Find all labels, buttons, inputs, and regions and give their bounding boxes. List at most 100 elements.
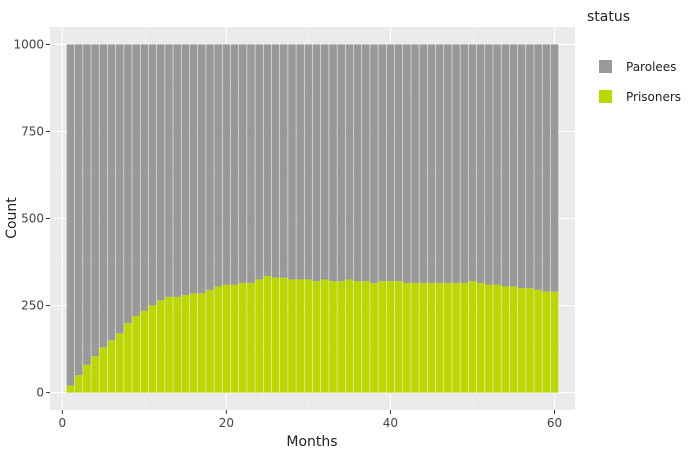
bar-prisoners bbox=[509, 286, 518, 393]
bar-parolees bbox=[247, 44, 255, 283]
bar-prisoners bbox=[419, 282, 428, 393]
bar-parolees bbox=[386, 44, 395, 282]
bar-prisoners bbox=[304, 279, 313, 393]
bar-prisoners bbox=[181, 295, 190, 393]
bar-prisoners bbox=[435, 282, 444, 393]
bar-prisoners bbox=[222, 284, 231, 393]
bar-parolees bbox=[296, 44, 304, 280]
bar-prisoners bbox=[255, 279, 263, 393]
bar-parolees bbox=[197, 44, 206, 294]
legend-swatch-prisoners bbox=[599, 90, 612, 103]
x-tick-label: 60 bbox=[547, 416, 562, 430]
bar-prisoners bbox=[378, 281, 386, 393]
bar-parolees bbox=[288, 44, 296, 280]
bar-parolees bbox=[156, 44, 165, 301]
bar-parolees bbox=[148, 44, 157, 306]
bar-parolees bbox=[526, 44, 534, 289]
bar-prisoners bbox=[91, 356, 99, 393]
bar-parolees bbox=[337, 44, 345, 282]
bar-prisoners bbox=[148, 305, 157, 393]
bar-prisoners bbox=[493, 284, 501, 393]
bar-parolees bbox=[378, 44, 386, 282]
bar-parolees bbox=[304, 44, 313, 280]
bar-parolees bbox=[444, 44, 452, 283]
bar-prisoners bbox=[394, 281, 403, 393]
bar-prisoners bbox=[517, 288, 526, 393]
legend: status Parolees Prisoners bbox=[587, 9, 681, 104]
y-axis-title: Count bbox=[4, 197, 20, 239]
bar-prisoners bbox=[83, 364, 91, 393]
bar-prisoners bbox=[444, 282, 452, 393]
bar-prisoners bbox=[542, 291, 551, 393]
bar-parolees bbox=[74, 44, 83, 376]
bar-prisoners bbox=[321, 279, 329, 393]
bar-parolees bbox=[239, 44, 247, 283]
bar-prisoners bbox=[263, 275, 272, 393]
y-tick-label: 750 bbox=[21, 124, 44, 138]
bar-prisoners bbox=[288, 279, 296, 393]
bar-prisoners bbox=[247, 282, 255, 393]
bar-prisoners bbox=[271, 277, 280, 393]
bar-prisoners bbox=[132, 315, 140, 393]
bar-parolees bbox=[509, 44, 518, 287]
bar-prisoners bbox=[115, 333, 124, 393]
bar-prisoners bbox=[296, 279, 304, 393]
bar-parolees bbox=[321, 44, 329, 280]
y-tick-label: 0 bbox=[36, 386, 44, 400]
bar-prisoners bbox=[206, 289, 214, 393]
bar-parolees bbox=[173, 44, 181, 297]
bar-parolees bbox=[452, 44, 460, 283]
bar-prisoners bbox=[485, 284, 493, 393]
bar-parolees bbox=[115, 44, 124, 334]
x-tick-label: 20 bbox=[219, 416, 234, 430]
bar-prisoners bbox=[403, 282, 411, 393]
bar-parolees bbox=[280, 44, 288, 278]
legend-label-parolees: Parolees bbox=[626, 60, 676, 74]
bar-parolees bbox=[468, 44, 477, 282]
bar-prisoners bbox=[468, 281, 477, 393]
bar-parolees bbox=[222, 44, 231, 285]
bar-parolees bbox=[329, 44, 337, 282]
bar-parolees bbox=[493, 44, 501, 285]
x-tick-label: 0 bbox=[58, 416, 66, 430]
bar-parolees bbox=[353, 44, 362, 282]
bar-prisoners bbox=[362, 281, 370, 393]
bar-parolees bbox=[435, 44, 444, 283]
bar-parolees bbox=[189, 44, 198, 294]
bar-prisoners bbox=[312, 281, 321, 393]
bar-prisoners bbox=[452, 282, 460, 393]
bar-parolees bbox=[550, 44, 559, 292]
bar-prisoners bbox=[427, 282, 436, 393]
bar-parolees bbox=[476, 44, 485, 283]
bar-prisoners bbox=[534, 289, 542, 393]
bar-parolees bbox=[263, 44, 272, 276]
bar-prisoners bbox=[329, 281, 337, 393]
bar-prisoners bbox=[99, 347, 108, 393]
bar-parolees bbox=[403, 44, 411, 283]
bar-parolees bbox=[411, 44, 419, 283]
bar-prisoners bbox=[370, 282, 378, 393]
bar-parolees bbox=[181, 44, 190, 296]
bar-parolees bbox=[206, 44, 214, 290]
bar-prisoners bbox=[214, 286, 222, 393]
y-tick-label: 1000 bbox=[13, 37, 44, 51]
bar-prisoners bbox=[124, 322, 132, 393]
bar-prisoners bbox=[337, 281, 345, 393]
bar-prisoners bbox=[197, 293, 206, 393]
bar-parolees bbox=[345, 44, 354, 280]
bar-parolees bbox=[370, 44, 378, 283]
y-tick-label: 250 bbox=[21, 299, 44, 313]
bar-parolees bbox=[485, 44, 493, 285]
x-tick-label: 40 bbox=[383, 416, 398, 430]
x-axis-title: Months bbox=[286, 434, 337, 450]
bar-prisoners bbox=[386, 281, 395, 393]
bar-parolees bbox=[542, 44, 551, 292]
bar-prisoners bbox=[173, 296, 181, 393]
bar-prisoners bbox=[476, 282, 485, 393]
bar-prisoners bbox=[189, 293, 198, 393]
bar-parolees bbox=[517, 44, 526, 289]
y-tick-label: 500 bbox=[21, 212, 44, 226]
legend-title: status bbox=[587, 9, 630, 25]
bar-parolees bbox=[255, 44, 263, 280]
